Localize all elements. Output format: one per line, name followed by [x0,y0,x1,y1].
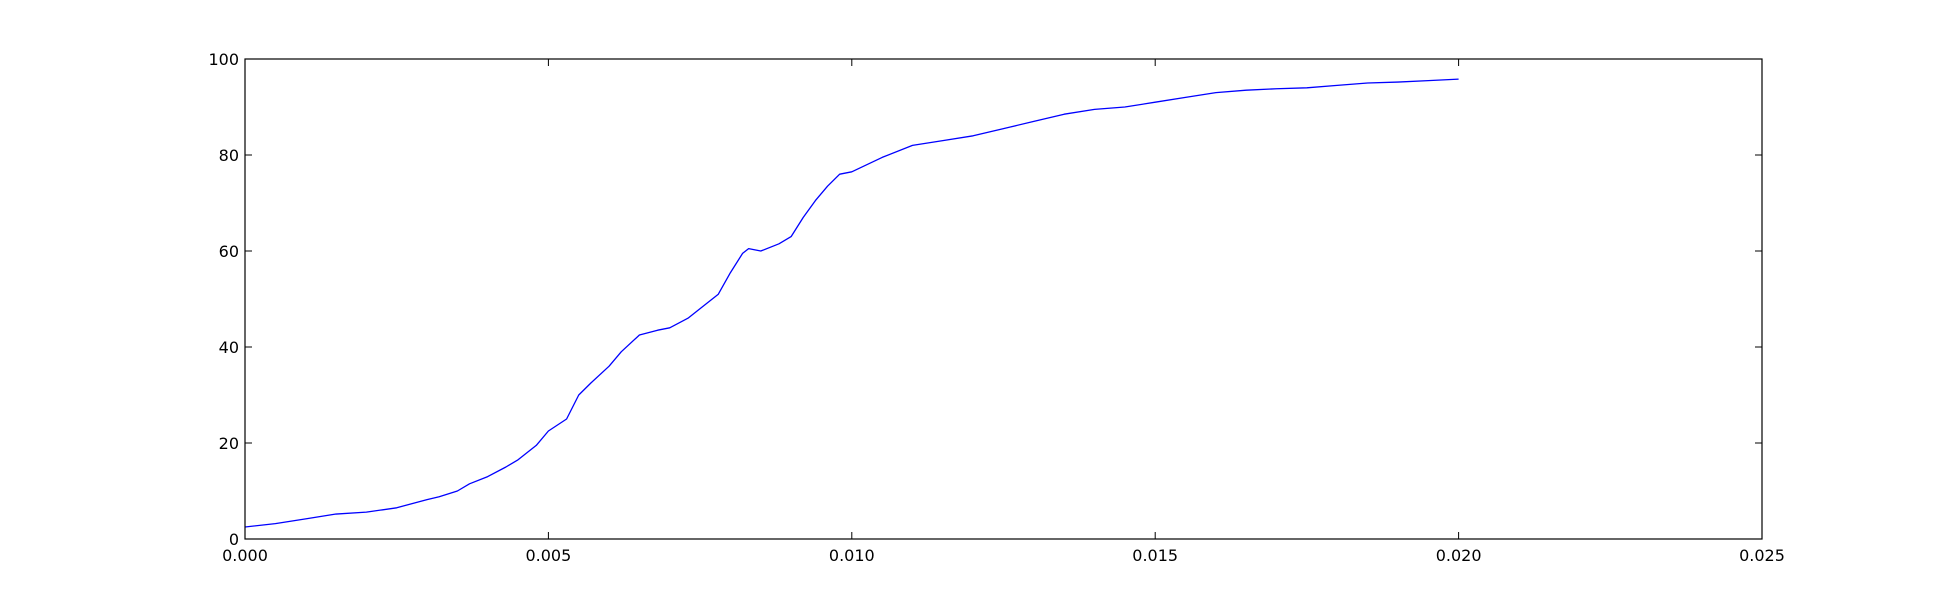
y-tick-label: 100 [208,50,239,69]
y-axis: 0 20 40 60 80 100 [208,50,1762,549]
x-tick-label: 0.010 [829,546,875,565]
x-axis: 0.000 0.005 0.010 0.015 0.020 0.025 [222,59,1785,565]
y-tick-label: 60 [219,242,239,261]
x-tick-label: 0.025 [1739,546,1785,565]
series-line-0 [244,78,1459,528]
y-tick-label: 40 [219,338,239,357]
y-tick-label: 80 [219,146,239,165]
y-tick-label: 0 [229,530,239,549]
y-tick-label: 20 [219,434,239,453]
x-tick-label: 0.005 [525,546,571,565]
plot-area [244,78,1459,528]
plot-frame [244,58,1763,540]
x-tick-label: 0.020 [1436,546,1482,565]
x-tick-label: 0.000 [222,546,268,565]
x-tick-label: 0.015 [1132,546,1178,565]
